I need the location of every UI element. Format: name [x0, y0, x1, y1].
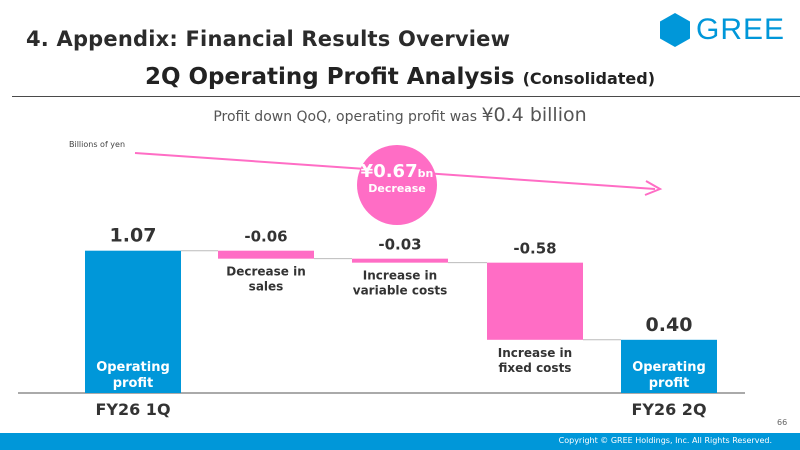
bar-total-4 — [621, 339, 717, 393]
bar-delta-3 — [487, 262, 583, 340]
bar-below-label-3-0: Increase in — [498, 346, 572, 360]
page-number: 66 — [777, 418, 788, 427]
category-label-0: FY26 1Q — [95, 400, 170, 419]
slide-title: 2Q Operating Profit Analysis (Consolidat… — [0, 64, 800, 90]
unit-label: Billions of yen — [69, 140, 126, 149]
bar-total-0 — [85, 250, 181, 393]
headline-value: ¥0.4 billion — [481, 104, 587, 126]
headline-text: Profit down QoQ, operating profit was — [213, 109, 478, 125]
decrease-unit: bn — [417, 167, 434, 180]
headline: Profit down QoQ, operating profit was ¥0… — [0, 104, 800, 126]
title-divider — [12, 96, 800, 97]
bar-below-label-2-0: Increase in — [363, 269, 437, 283]
bar-delta-1 — [218, 250, 314, 259]
slide-title-main: 2Q Operating Profit Analysis — [144, 64, 515, 90]
section-title: 4. Appendix: Financial Results Overview — [26, 27, 511, 51]
bar-below-label-1-0: Decrease in — [226, 265, 305, 279]
value-label-2: -0.03 — [378, 236, 421, 254]
bar-inner-label-4-0: Operating — [632, 360, 706, 375]
value-label-4: 0.40 — [646, 314, 693, 336]
bar-inner-label-0-0: Operating — [96, 360, 170, 375]
value-label-1: -0.06 — [244, 228, 287, 246]
category-label-4: FY26 2Q — [631, 400, 706, 419]
slide-title-sub: (Consolidated) — [522, 69, 656, 88]
decrease-label: Decrease — [368, 182, 426, 195]
gree-logo: GREE — [660, 13, 785, 47]
decrease-value: ¥0.67 — [360, 161, 418, 182]
bar-inner-label-4-1: profit — [649, 376, 690, 391]
logo-text: GREE — [696, 13, 786, 46]
bar-inner-label-0-1: profit — [113, 376, 154, 391]
value-label-3: -0.58 — [513, 240, 556, 258]
decrease-callout: ¥0.67bn Decrease — [357, 145, 437, 225]
value-label-0: 1.07 — [110, 225, 157, 247]
copyright-text: Copyright © GREE Holdings, Inc. All Righ… — [558, 436, 772, 445]
trend-arrow-head — [644, 180, 663, 196]
bar-below-label-3-1: fixed costs — [499, 361, 572, 375]
bar-delta-2 — [352, 258, 448, 263]
bar-below-label-1-1: sales — [249, 280, 284, 294]
bar-below-label-2-1: variable costs — [353, 284, 447, 298]
footer-bar: Copyright © GREE Holdings, Inc. All Righ… — [0, 433, 800, 450]
